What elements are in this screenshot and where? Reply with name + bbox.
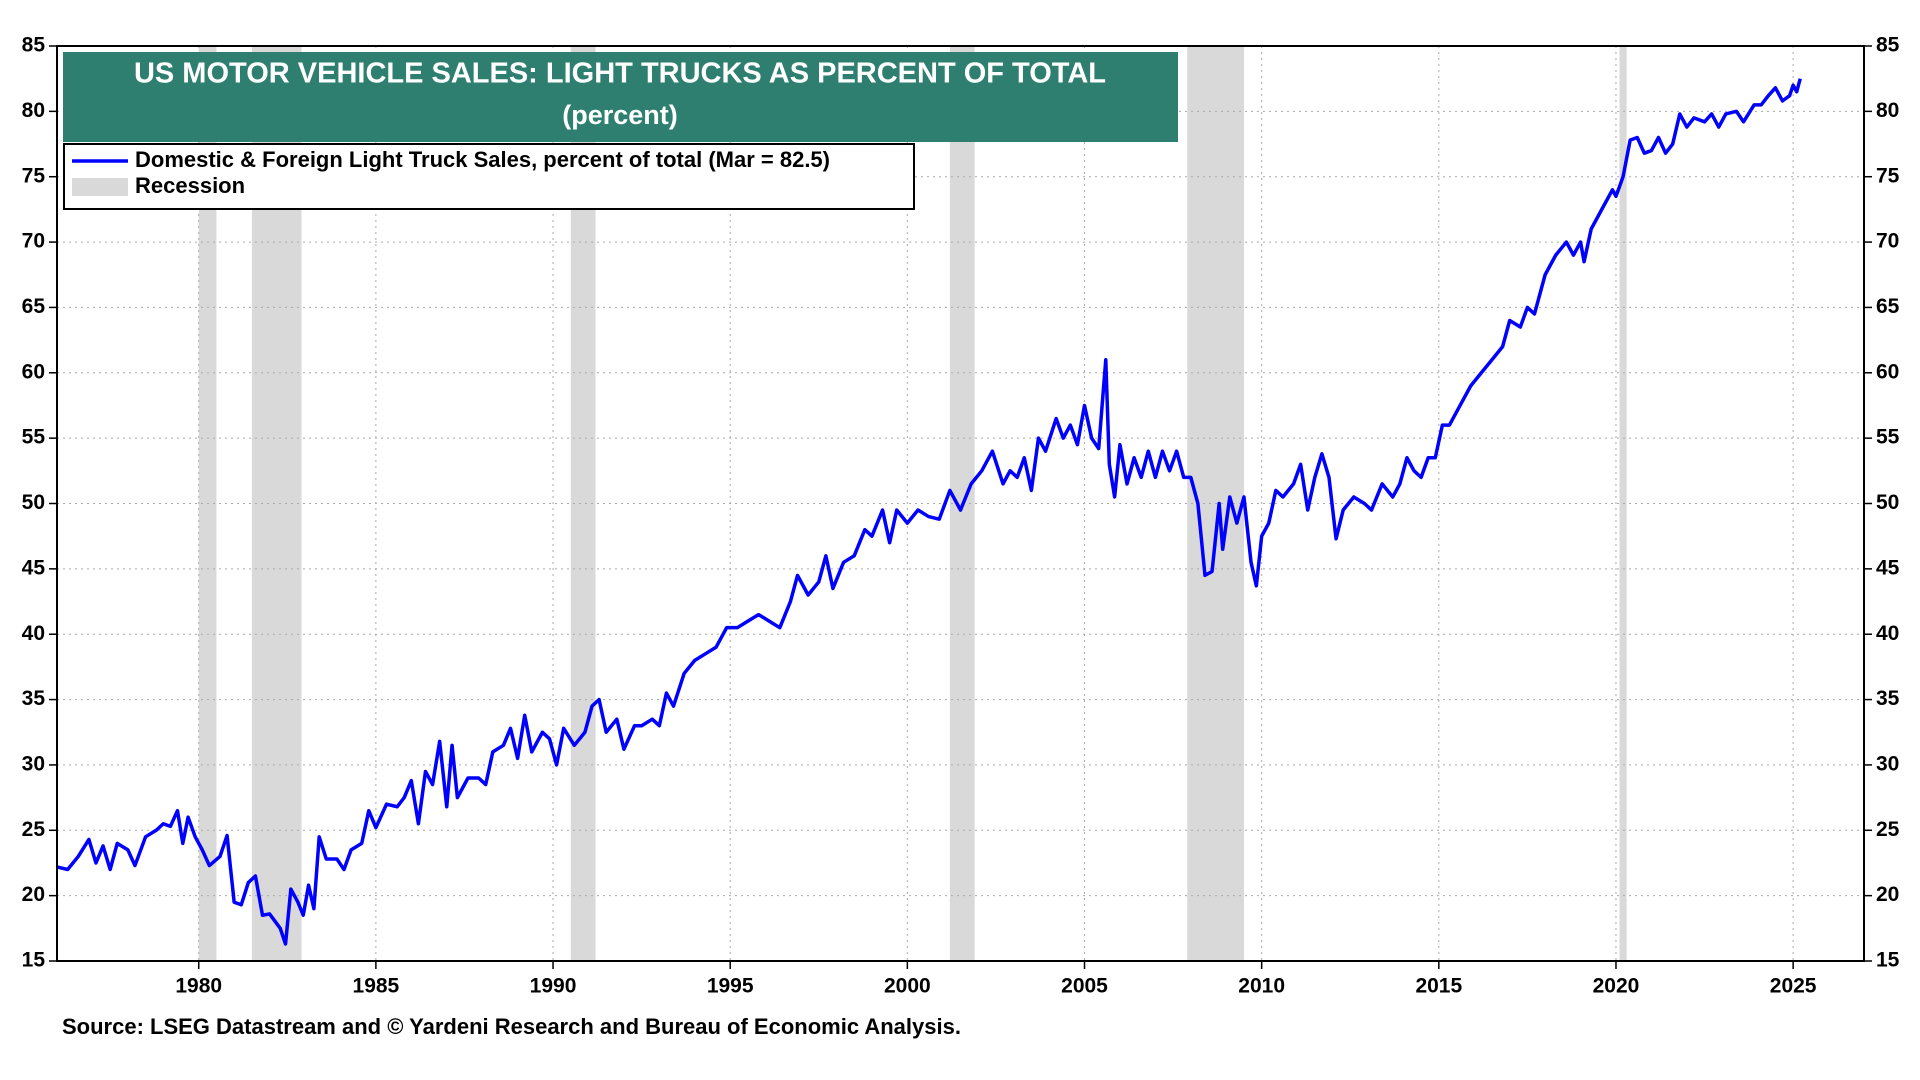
chart-title: US MOTOR VEHICLE SALES: LIGHT TRUCKS AS …	[134, 58, 1106, 90]
y-tick-label: 80	[22, 99, 45, 122]
legend-box	[63, 143, 915, 210]
y-tick-label: 20	[22, 883, 45, 906]
y2-tick-label: 85	[1876, 34, 1900, 57]
y-tick-label: 30	[22, 752, 45, 775]
y2-tick-label: 65	[1876, 295, 1900, 318]
y-tick-label: 65	[22, 295, 46, 318]
x-tick-label: 2005	[1061, 975, 1108, 998]
y-tick-label: 85	[22, 34, 46, 57]
legend-swatch	[72, 178, 128, 196]
x-tick-label: 1985	[353, 975, 400, 998]
y2-tick-label: 45	[1876, 556, 1900, 579]
y-tick-label: 75	[22, 164, 46, 187]
y-tick-label: 50	[22, 491, 45, 514]
y-tick-label: 60	[22, 360, 45, 383]
x-tick-label: 2025	[1770, 975, 1817, 998]
x-tick-label: 1990	[530, 975, 577, 998]
y2-tick-label: 30	[1876, 752, 1899, 775]
y-tick-label: 70	[22, 230, 45, 253]
legend: Domestic & Foreign Light Truck Sales, pe…	[63, 143, 915, 210]
y2-tick-label: 15	[1876, 949, 1900, 972]
y2-tick-label: 50	[1876, 491, 1899, 514]
x-tick-label: 1995	[707, 975, 754, 998]
y-tick-label: 25	[22, 818, 46, 841]
legend-label: Recession	[135, 173, 245, 198]
y2-tick-label: 35	[1876, 687, 1900, 710]
y-tick-label: 35	[22, 687, 46, 710]
plot-frame	[56, 45, 1865, 962]
y-tick-label: 15	[22, 949, 46, 972]
y2-tick-label: 75	[1876, 164, 1900, 187]
series-line	[56, 78, 1802, 946]
y-tick-label: 45	[22, 556, 46, 579]
chart-subtitle: (percent)	[562, 100, 678, 130]
y2-tick-label: 55	[1876, 426, 1900, 449]
y2-tick-label: 80	[1876, 99, 1899, 122]
y2-tick-label: 20	[1876, 883, 1899, 906]
y2-tick-label: 25	[1876, 818, 1900, 841]
source: Source: LSEG Datastream and © Yardeni Re…	[62, 1014, 961, 1039]
title-box	[63, 52, 1178, 142]
y-tick-label: 55	[22, 426, 46, 449]
x-tick-label: 2010	[1238, 975, 1285, 998]
y2-tick-label: 60	[1876, 360, 1899, 383]
x-tick-label: 2020	[1593, 975, 1640, 998]
x-tick-label: 2000	[884, 975, 931, 998]
y2-tick-label: 40	[1876, 622, 1899, 645]
x-tick-label: 1980	[175, 975, 222, 998]
x-tick-label: 2015	[1415, 975, 1462, 998]
legend-label: Domestic & Foreign Light Truck Sales, pe…	[135, 147, 830, 172]
y2-tick-label: 70	[1876, 230, 1899, 253]
y-tick-label: 40	[22, 622, 45, 645]
